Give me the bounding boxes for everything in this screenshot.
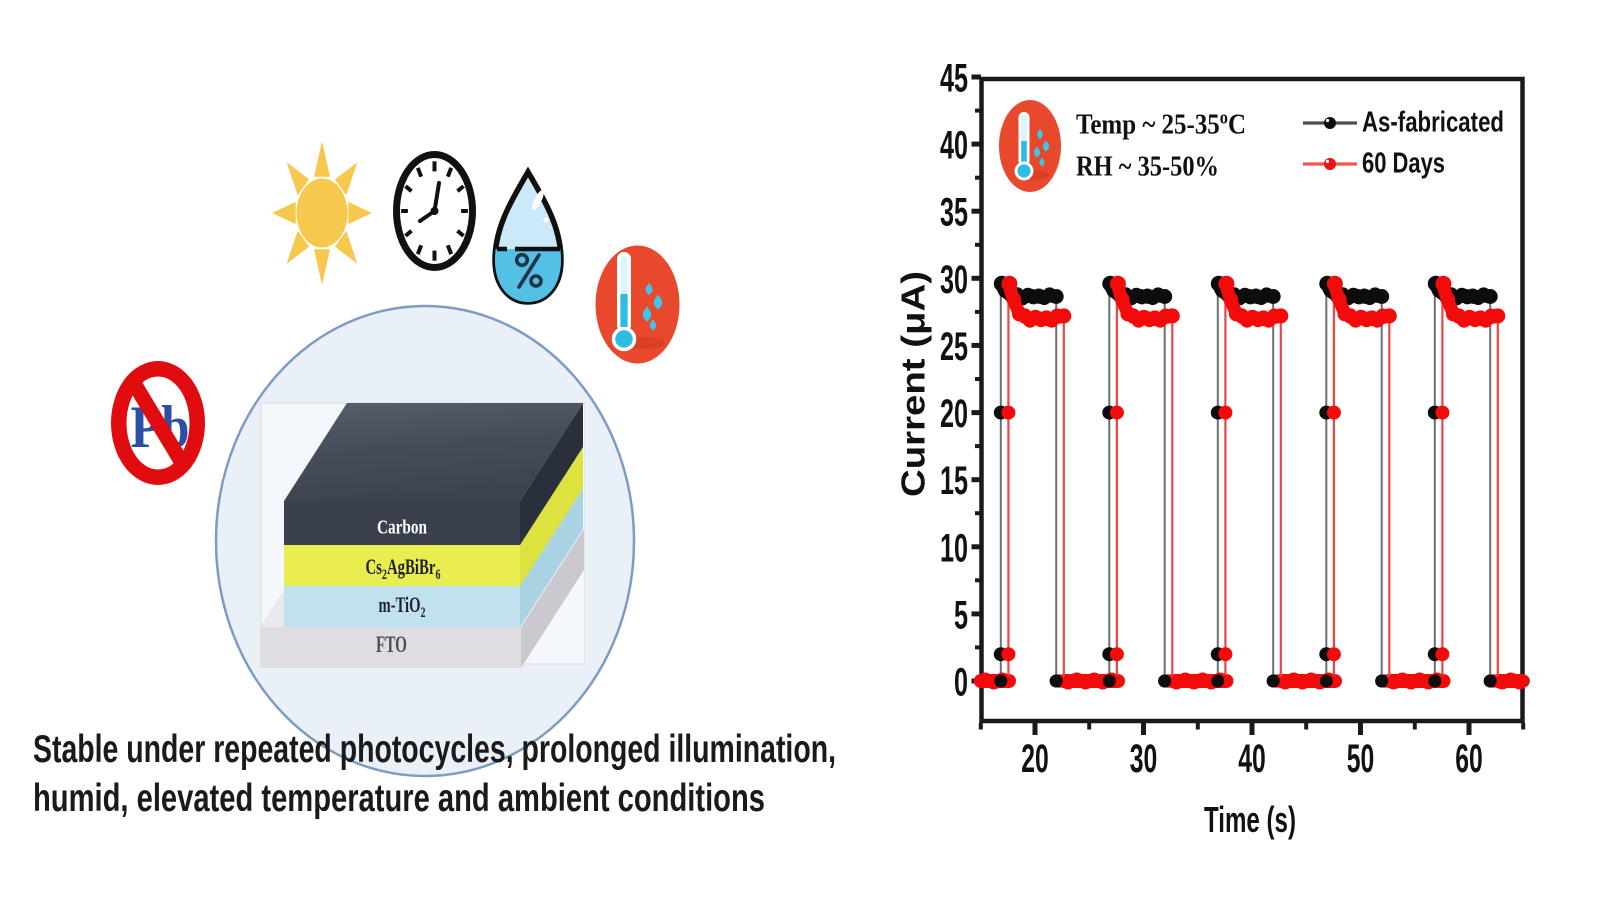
- svg-text:15: 15: [940, 459, 968, 503]
- svg-text:Stable under repeated photocyc: Stable under repeated photocycles, prolo…: [33, 728, 836, 771]
- svg-text:As-fabricated: As-fabricated: [1362, 107, 1504, 139]
- svg-text:5: 5: [954, 593, 968, 637]
- svg-text:10: 10: [940, 526, 968, 570]
- svg-text:Cs2AgBiBr6: Cs2AgBiBr6: [366, 554, 441, 583]
- svg-text:0: 0: [954, 661, 968, 705]
- svg-text:20: 20: [1021, 737, 1049, 781]
- svg-text:50: 50: [1347, 737, 1375, 781]
- svg-text:Carbon: Carbon: [377, 517, 427, 539]
- svg-text:m-TiO2: m-TiO2: [379, 592, 426, 621]
- svg-text:RH ~ 35-50%: RH ~ 35-50%: [1076, 151, 1219, 183]
- svg-text:60 Days: 60 Days: [1362, 148, 1445, 180]
- svg-text:20: 20: [940, 392, 968, 436]
- svg-text:40: 40: [940, 124, 968, 168]
- svg-text:30: 30: [1130, 737, 1158, 781]
- svg-text:35: 35: [940, 191, 968, 235]
- svg-text:60: 60: [1455, 737, 1483, 781]
- svg-text:Temp ~ 25-35oC: Temp ~ 25-35oC: [1076, 108, 1246, 141]
- svg-text:Current (μA): Current (μA): [895, 271, 932, 497]
- svg-text:40: 40: [1238, 737, 1266, 781]
- svg-text:humid, elevated temperature an: humid, elevated temperature and ambient …: [33, 777, 765, 820]
- svg-text:30: 30: [940, 258, 968, 302]
- svg-text:45: 45: [940, 57, 968, 101]
- svg-text:FTO: FTO: [376, 632, 407, 657]
- svg-text:25: 25: [940, 325, 968, 369]
- svg-text:Time (s): Time (s): [1204, 799, 1296, 840]
